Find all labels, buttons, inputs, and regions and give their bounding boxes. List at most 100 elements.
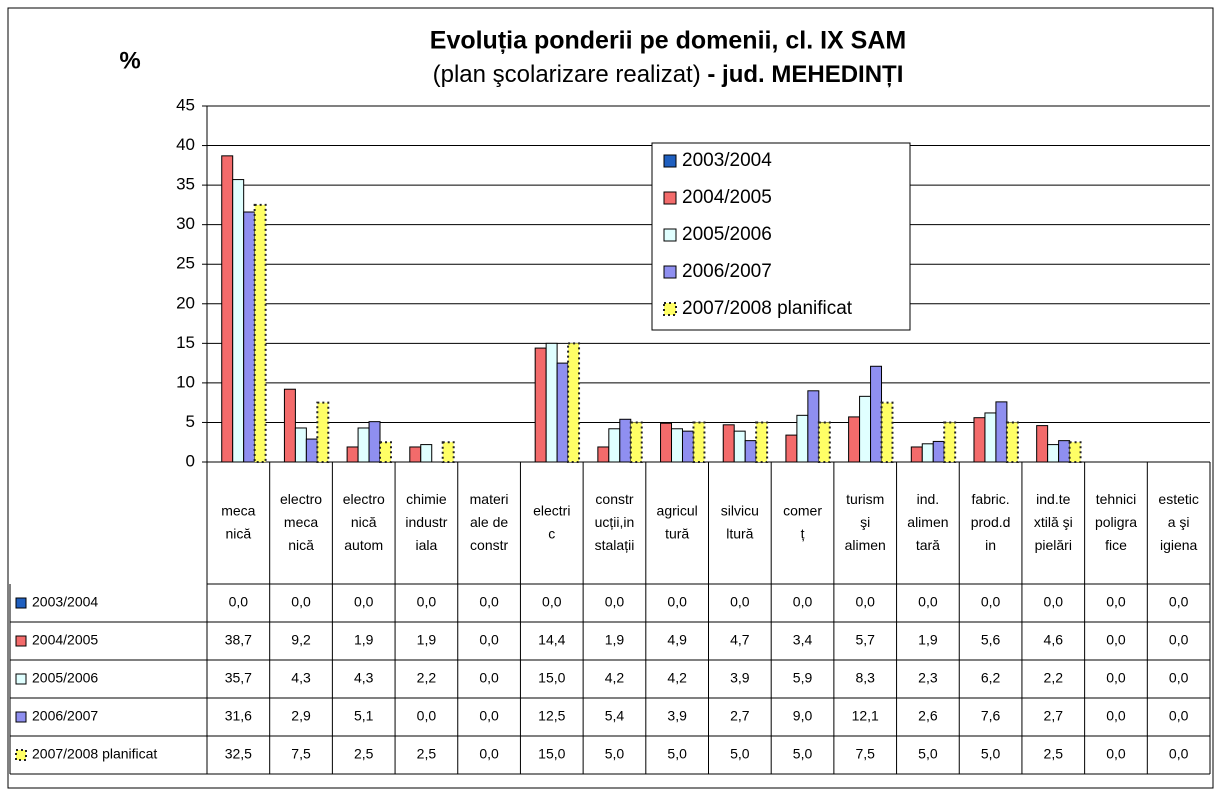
y-tick-label: 10 bbox=[176, 372, 195, 391]
table-cell: 0,0 bbox=[417, 708, 437, 724]
bar bbox=[294, 427, 307, 463]
bar bbox=[619, 418, 632, 463]
y-tick-label: 25 bbox=[176, 254, 195, 273]
x-tick-label: ind. alimen tară bbox=[907, 491, 948, 553]
bar bbox=[1047, 444, 1060, 463]
table-cell: 0,0 bbox=[1169, 670, 1189, 686]
bar bbox=[943, 421, 957, 464]
bar bbox=[1036, 425, 1049, 463]
table-cell: 5,0 bbox=[793, 746, 813, 762]
table-cell: 8,3 bbox=[855, 670, 875, 686]
table-cell: 4,3 bbox=[354, 670, 374, 686]
frame bbox=[7, 7, 1214, 789]
table-cell: 5,4 bbox=[605, 708, 625, 724]
table-cell: 2,7 bbox=[1044, 708, 1064, 724]
x-tick-label: silvicu ltură bbox=[721, 502, 759, 541]
bar bbox=[817, 421, 831, 464]
y-axis-label: % bbox=[119, 47, 140, 74]
y-tick-label: 35 bbox=[176, 175, 195, 194]
bar bbox=[597, 446, 610, 463]
legend-label: 2006/2007 bbox=[682, 261, 772, 282]
table-cell: 9,0 bbox=[793, 708, 813, 724]
table-cell: 5,1 bbox=[354, 708, 374, 724]
y-tick-label: 0 bbox=[186, 451, 195, 470]
table-cell: 9,2 bbox=[291, 632, 311, 648]
legend-label: 2003/2004 bbox=[682, 150, 772, 171]
bar bbox=[870, 365, 883, 463]
bar bbox=[785, 434, 798, 463]
legend-box bbox=[651, 142, 911, 331]
table-cell: 5,0 bbox=[730, 746, 750, 762]
table-cell: 0,0 bbox=[1169, 746, 1189, 762]
table-cell: 0,0 bbox=[542, 594, 562, 610]
bar bbox=[556, 362, 569, 463]
bar bbox=[1058, 440, 1071, 463]
legend-key bbox=[15, 711, 27, 723]
bar bbox=[243, 211, 256, 463]
table-cell: 3,9 bbox=[667, 708, 687, 724]
table-cell: 2,2 bbox=[417, 670, 437, 686]
legend-label: 2004/2005 bbox=[682, 187, 772, 208]
legend-key bbox=[663, 265, 677, 279]
x-tick-label: constr ucții,in stalații bbox=[595, 491, 635, 553]
bar bbox=[1068, 441, 1082, 464]
bar bbox=[692, 421, 706, 464]
table-cell: 5,0 bbox=[667, 746, 687, 762]
table-row-label: 2006/2007 bbox=[32, 708, 98, 724]
bar bbox=[733, 430, 746, 463]
y-tick-label: 30 bbox=[176, 214, 195, 233]
table-cell: 2,5 bbox=[1044, 746, 1064, 762]
table-cell: 2,5 bbox=[354, 746, 374, 762]
table-cell: 32,5 bbox=[225, 746, 252, 762]
y-tick-label: 15 bbox=[176, 333, 195, 352]
table-cell: 0,0 bbox=[981, 594, 1001, 610]
x-tick-label: electri c bbox=[533, 502, 570, 541]
table-cell: 38,7 bbox=[225, 632, 252, 648]
table-cell: 0,0 bbox=[730, 594, 750, 610]
bar bbox=[921, 443, 934, 463]
table-cell: 0,0 bbox=[605, 594, 625, 610]
table-cell: 0,0 bbox=[667, 594, 687, 610]
table-cell: 12,1 bbox=[852, 708, 879, 724]
bar bbox=[420, 444, 433, 463]
legend-label: 2005/2006 bbox=[682, 224, 772, 245]
table-cell: 0,0 bbox=[1106, 594, 1126, 610]
table-cell: 0,0 bbox=[1044, 594, 1064, 610]
table-cell: 0,0 bbox=[1106, 746, 1126, 762]
bar bbox=[305, 438, 318, 463]
x-tick-label: estetic a şi igiena bbox=[1158, 491, 1198, 553]
table-cell: 15,0 bbox=[538, 670, 565, 686]
subtitle-part: (plan şcolarizare realizat) bbox=[433, 61, 701, 88]
subtitle-part: - jud. MEHEDINȚI bbox=[707, 61, 903, 88]
bar bbox=[755, 421, 769, 464]
legend-label: 2007/2008 planificat bbox=[682, 298, 853, 319]
x-tick-label: agricul tură bbox=[657, 502, 698, 541]
table-cell: 5,7 bbox=[855, 632, 875, 648]
table-cell: 12,5 bbox=[538, 708, 565, 724]
table-cell: 6,2 bbox=[981, 670, 1001, 686]
bar bbox=[848, 416, 861, 463]
legend-key bbox=[15, 635, 27, 647]
legend-key bbox=[15, 597, 27, 609]
legend-key bbox=[15, 749, 27, 761]
bar bbox=[1005, 421, 1019, 464]
y-tick-label: 40 bbox=[176, 135, 195, 154]
table-cell: 7,5 bbox=[855, 746, 875, 762]
table-cell: 0,0 bbox=[855, 594, 875, 610]
table-cell: 35,7 bbox=[225, 670, 252, 686]
chart-subtitle: (plan şcolarizare realizat) - jud. MEHED… bbox=[433, 61, 904, 88]
y-tick-label: 45 bbox=[176, 95, 195, 114]
x-tick-label: electro nică autom bbox=[343, 491, 385, 553]
table-cell: 2,2 bbox=[1044, 670, 1064, 686]
x-tick-label: tehnici poligra fice bbox=[1095, 491, 1137, 553]
table-cell: 1,9 bbox=[354, 632, 374, 648]
bar bbox=[221, 155, 234, 463]
table-cell: 2,7 bbox=[730, 708, 750, 724]
table-cell: 2,3 bbox=[918, 670, 938, 686]
bar bbox=[880, 401, 894, 463]
bar bbox=[346, 446, 359, 463]
x-tick-label: chimie industr iala bbox=[405, 491, 447, 553]
bar bbox=[534, 347, 547, 463]
bar bbox=[409, 446, 422, 463]
